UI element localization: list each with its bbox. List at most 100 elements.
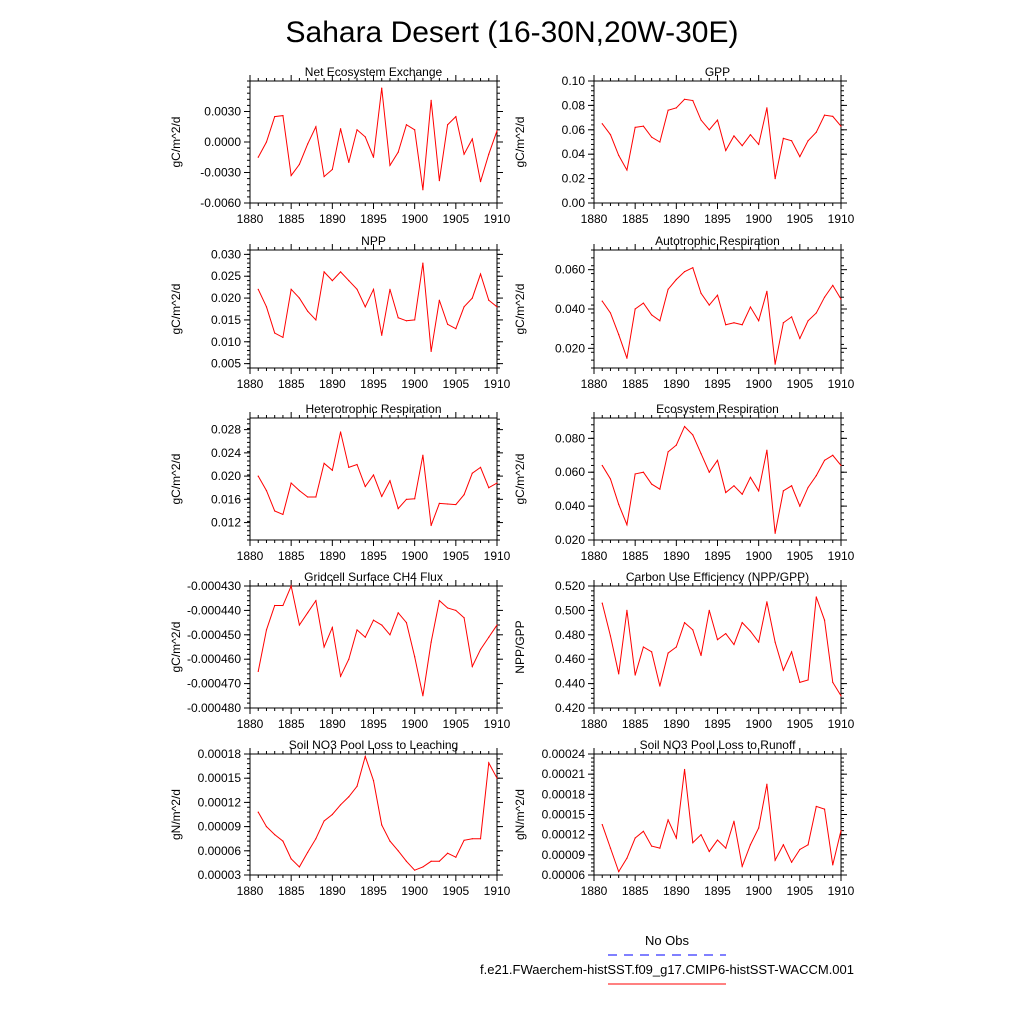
y-tick-label: -0.0030 bbox=[200, 166, 241, 180]
y-tick-label: 0.04 bbox=[562, 147, 586, 161]
x-tick-label: 1905 bbox=[786, 549, 813, 563]
data-point bbox=[807, 844, 809, 846]
data-point bbox=[716, 119, 719, 121]
legend-label-obs: No Obs bbox=[645, 933, 690, 948]
x-tick-label: 1890 bbox=[319, 549, 346, 563]
data-point bbox=[832, 284, 834, 286]
y-tick-label: -0.000450 bbox=[187, 628, 241, 642]
data-point bbox=[496, 624, 498, 626]
plot-frame bbox=[593, 80, 842, 204]
panel-title: NPP bbox=[361, 234, 386, 248]
y-tick-label: -0.000440 bbox=[187, 603, 241, 617]
data-point bbox=[840, 125, 842, 127]
data-point bbox=[667, 109, 669, 111]
data-point bbox=[381, 87, 383, 89]
data-point bbox=[455, 115, 457, 118]
data-point bbox=[700, 119, 702, 121]
plot-frame bbox=[593, 753, 842, 876]
data-point bbox=[651, 314, 653, 316]
panel-title: Autotrophic Respiration bbox=[655, 234, 780, 248]
data-point bbox=[774, 641, 776, 643]
y-tick-label: 0.040 bbox=[555, 499, 585, 513]
x-tick-label: 1890 bbox=[319, 717, 346, 731]
data-point bbox=[716, 639, 719, 641]
data-point bbox=[463, 306, 465, 308]
data-point bbox=[791, 485, 793, 487]
data-point bbox=[397, 151, 399, 153]
data-point bbox=[601, 464, 603, 467]
data-point bbox=[298, 490, 300, 492]
x-tick-label: 1880 bbox=[237, 377, 264, 391]
plot-frame bbox=[593, 417, 842, 541]
data-point bbox=[758, 490, 760, 492]
data-point bbox=[782, 490, 784, 492]
data-point bbox=[414, 129, 416, 131]
data-point bbox=[438, 860, 440, 862]
data-point bbox=[381, 334, 383, 336]
data-point bbox=[683, 425, 686, 428]
data-point bbox=[290, 585, 292, 587]
data-point bbox=[675, 107, 677, 109]
data-point bbox=[282, 114, 284, 117]
x-tick-label: 1880 bbox=[581, 717, 608, 731]
data-point bbox=[683, 768, 686, 771]
y-tick-label: 0.520 bbox=[555, 579, 585, 593]
data-point bbox=[667, 451, 669, 453]
data-point bbox=[758, 827, 760, 829]
x-tick-label: 1900 bbox=[745, 212, 772, 226]
x-tick-label: 1895 bbox=[360, 549, 387, 563]
data-point bbox=[339, 271, 342, 273]
x-tick-label: 1910 bbox=[484, 212, 511, 226]
data-point bbox=[471, 297, 473, 299]
data-point bbox=[675, 278, 677, 281]
data-point bbox=[823, 114, 826, 116]
data-point bbox=[840, 464, 842, 467]
x-tick-label: 1885 bbox=[622, 549, 649, 563]
data-point bbox=[405, 860, 408, 862]
data-point bbox=[659, 488, 661, 490]
data-point bbox=[488, 153, 490, 155]
data-point bbox=[331, 626, 333, 629]
series-line bbox=[601, 267, 842, 365]
data-point bbox=[455, 856, 457, 858]
data-point bbox=[455, 503, 457, 506]
data-point bbox=[282, 604, 284, 607]
data-point bbox=[782, 844, 784, 846]
x-tick-label: 1895 bbox=[360, 212, 387, 226]
data-point bbox=[307, 143, 309, 145]
chart-panel-5: Heterotrophic Respiration 1880 1885 1890 189… bbox=[169, 402, 511, 563]
data-point bbox=[414, 656, 416, 658]
y-tick-label: 0.00009 bbox=[542, 848, 586, 862]
data-point bbox=[323, 271, 325, 273]
plot-frame bbox=[593, 585, 842, 709]
y-tick-label: 0.06 bbox=[562, 123, 586, 137]
y-tick-label: 0.00012 bbox=[542, 828, 586, 842]
x-tick-label: 1895 bbox=[360, 884, 387, 898]
data-point bbox=[626, 524, 628, 526]
data-point bbox=[832, 115, 834, 117]
y-tick-label: -0.000470 bbox=[187, 677, 241, 691]
y-tick-label: 0.00015 bbox=[542, 808, 586, 822]
x-tick-label: 1900 bbox=[401, 549, 428, 563]
y-tick-label: 0.080 bbox=[555, 431, 585, 445]
data-point bbox=[618, 154, 620, 157]
data-point bbox=[257, 670, 259, 673]
data-point bbox=[749, 630, 752, 632]
x-tick-label: 1895 bbox=[360, 717, 387, 731]
data-point bbox=[372, 619, 375, 621]
data-point bbox=[700, 452, 702, 455]
data-point bbox=[626, 169, 628, 171]
data-point bbox=[331, 813, 333, 816]
data-point bbox=[683, 622, 686, 624]
data-point bbox=[430, 860, 432, 862]
chart-panel-2: GPP 1880 1885 1890 1895 1900 1905 1910 0.00 0.02 0… bbox=[513, 65, 855, 226]
data-point bbox=[290, 288, 292, 290]
series-line bbox=[601, 98, 842, 179]
y-tick-label: 0.060 bbox=[555, 465, 585, 479]
data-point bbox=[651, 845, 653, 847]
data-point bbox=[758, 641, 760, 643]
data-point bbox=[741, 622, 743, 624]
y-tick-label: 0.480 bbox=[555, 628, 585, 642]
data-point bbox=[725, 324, 727, 326]
data-point bbox=[488, 487, 490, 489]
